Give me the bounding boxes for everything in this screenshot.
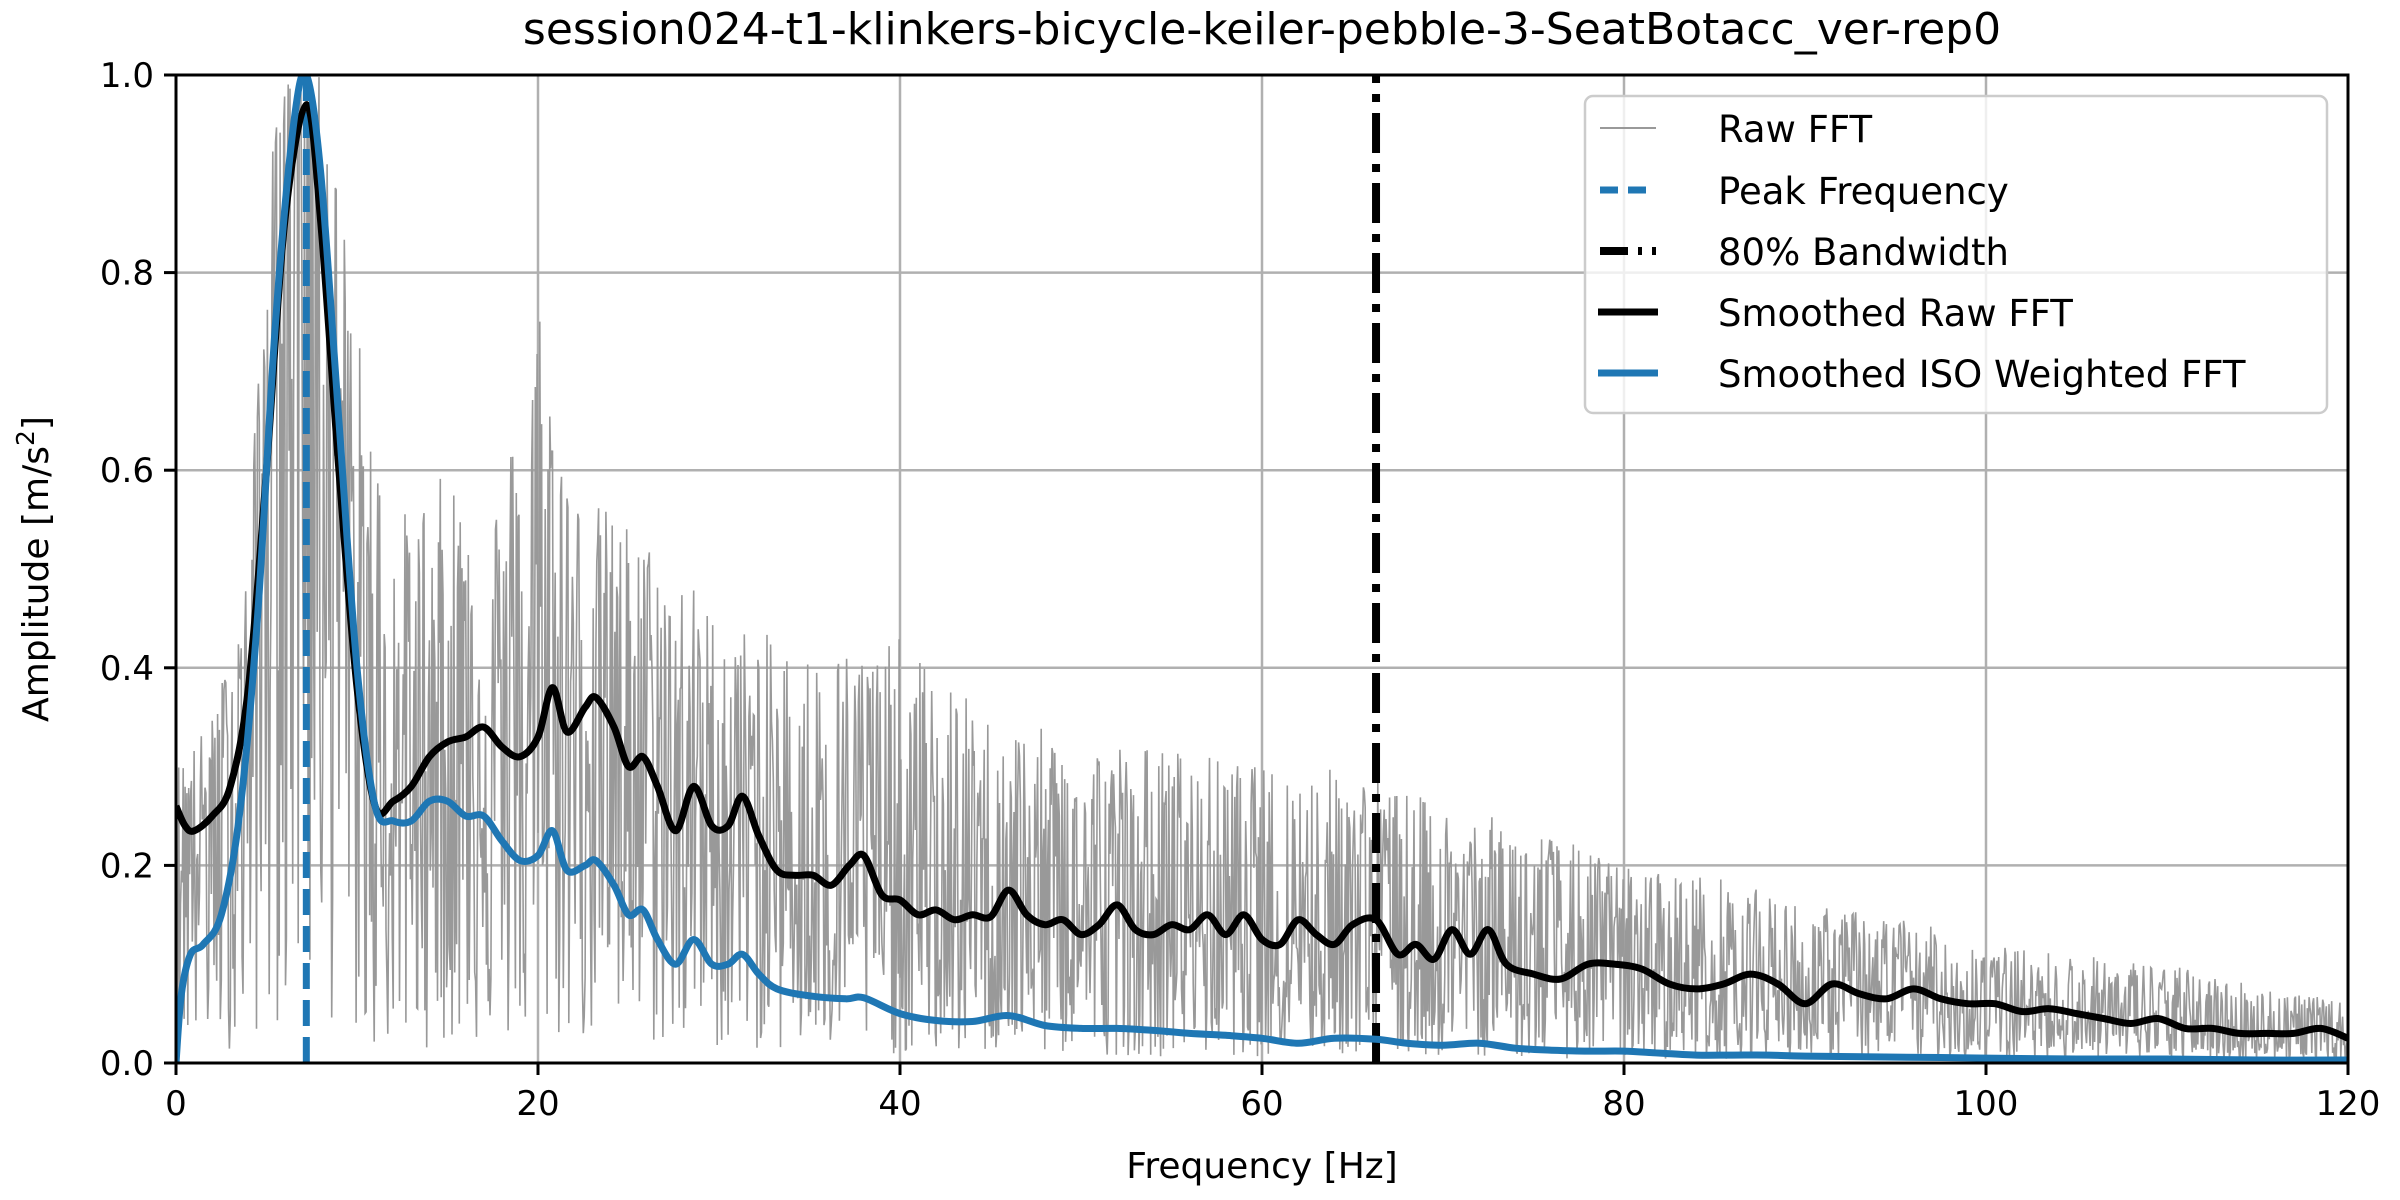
legend-label-bandwidth: 80% Bandwidth xyxy=(1718,231,2009,274)
x-tick-label: 100 xyxy=(1954,1084,2019,1124)
y-tick-label: 0.8 xyxy=(100,254,154,294)
legend-label-peak-frequency: Peak Frequency xyxy=(1718,170,2009,213)
chart-title: session024-t1-klinkers-bicycle-keiler-pe… xyxy=(523,4,2001,55)
x-tick-label: 20 xyxy=(516,1084,559,1124)
legend-item-raw-fft: Raw FFT xyxy=(1600,108,1873,151)
legend: Raw FFT Peak Frequency 80% Bandwidth Smo… xyxy=(1583,94,2329,415)
legend-label-smoothed-iso: Smoothed ISO Weighted FFT xyxy=(1718,353,2246,396)
y-axis-title-base: Amplitude [m/s xyxy=(16,446,57,722)
legend-item-smoothed-iso: Smoothed ISO Weighted FFT xyxy=(1598,353,2246,396)
y-tick-label: 0.6 xyxy=(100,451,154,491)
y-tick-label: 0.2 xyxy=(100,846,154,886)
legend-label-smoothed-raw: Smoothed Raw FFT xyxy=(1718,292,2073,335)
x-tick-label: 0 xyxy=(165,1084,187,1124)
legend-item-bandwidth: 80% Bandwidth xyxy=(1600,231,2009,274)
y-axis-title: Amplitude [m/s2] xyxy=(11,416,57,722)
y-axis-title-sup: 2 xyxy=(11,430,40,446)
y-tick-label: 1.0 xyxy=(100,56,154,96)
y-axis-ticks: 0.0 0.2 0.4 0.6 0.8 1.0 xyxy=(100,56,176,1084)
legend-item-smoothed-raw: Smoothed Raw FFT xyxy=(1598,292,2073,335)
legend-label-raw-fft: Raw FFT xyxy=(1718,108,1873,151)
legend-box xyxy=(1583,94,2329,415)
x-tick-label: 60 xyxy=(1240,1084,1283,1124)
legend-item-peak-frequency: Peak Frequency xyxy=(1600,170,2009,213)
y-tick-label: 0.0 xyxy=(100,1044,154,1084)
smoothed-raw-fft-line xyxy=(176,101,2348,1042)
x-tick-label: 80 xyxy=(1602,1084,1645,1124)
x-tick-label: 40 xyxy=(878,1084,921,1124)
x-axis-title: Frequency [Hz] xyxy=(1126,1146,1397,1187)
plot-area xyxy=(176,75,2348,1063)
x-axis-ticks: 0 20 40 60 80 100 120 xyxy=(165,1063,2380,1124)
y-axis-title-end: ] xyxy=(16,416,57,430)
y-tick-label: 0.4 xyxy=(100,649,154,689)
x-tick-label: 120 xyxy=(2316,1084,2381,1124)
smoothed-iso-fft-line xyxy=(176,75,2348,1063)
